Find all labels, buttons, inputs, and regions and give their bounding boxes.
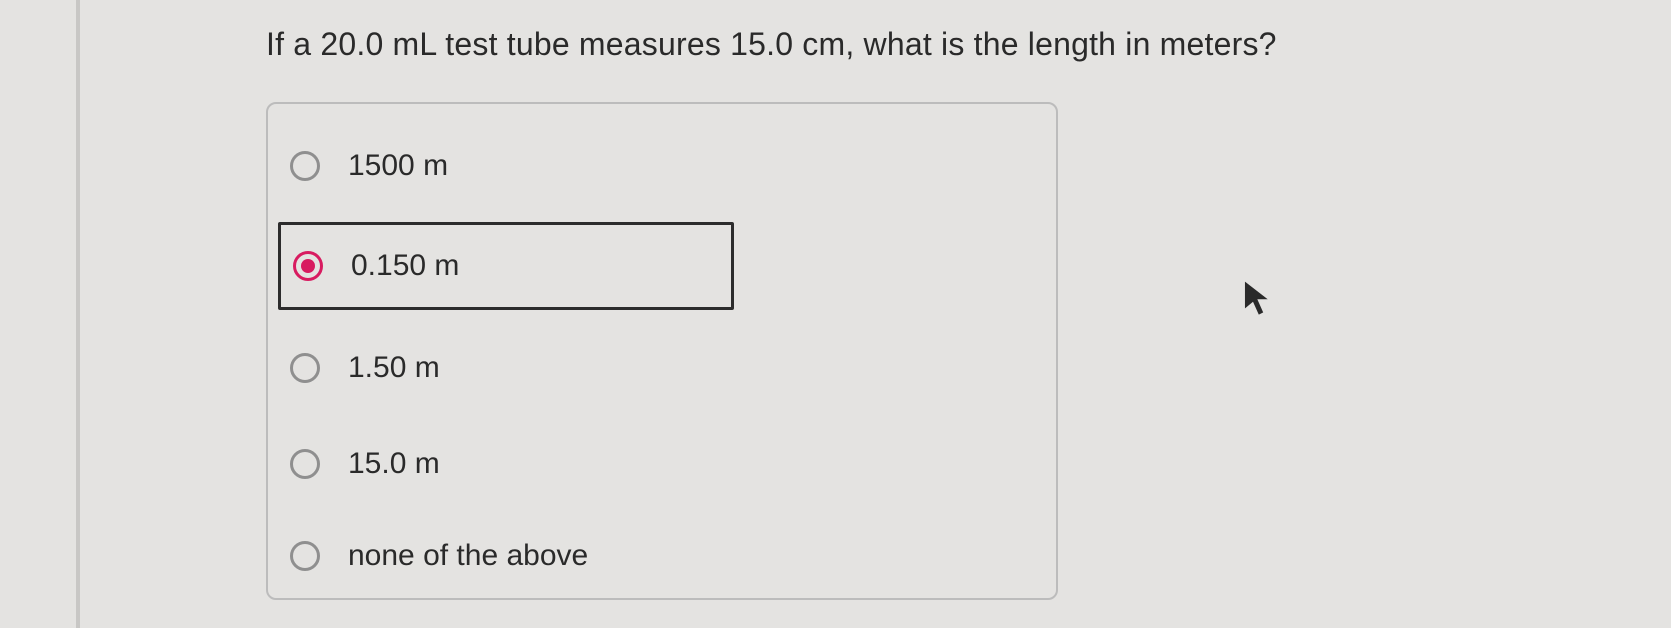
radio-icon [290, 541, 320, 571]
radio-icon [290, 353, 320, 383]
option-label: 1500 m [348, 149, 448, 183]
option-label: 0.150 m [351, 249, 459, 283]
radio-icon [290, 449, 320, 479]
radio-icon [290, 151, 320, 181]
option-150m[interactable]: 1.50 m [290, 342, 440, 394]
option-0150m-selected[interactable]: 0.150 m [278, 222, 734, 310]
question-text: If a 20.0 mL test tube measures 15.0 cm,… [266, 26, 1277, 63]
cursor-icon [1240, 278, 1274, 322]
left-divider [76, 0, 80, 628]
option-none[interactable]: none of the above [290, 530, 588, 582]
answer-options-box: 1500 m 0.150 m 1.50 m 15.0 m none of the… [266, 102, 1058, 600]
option-label: 1.50 m [348, 351, 440, 385]
option-15m[interactable]: 15.0 m [290, 438, 440, 490]
radio-icon [293, 251, 323, 281]
option-label: 15.0 m [348, 447, 440, 481]
option-1500m[interactable]: 1500 m [290, 140, 448, 192]
option-label: none of the above [348, 539, 588, 573]
